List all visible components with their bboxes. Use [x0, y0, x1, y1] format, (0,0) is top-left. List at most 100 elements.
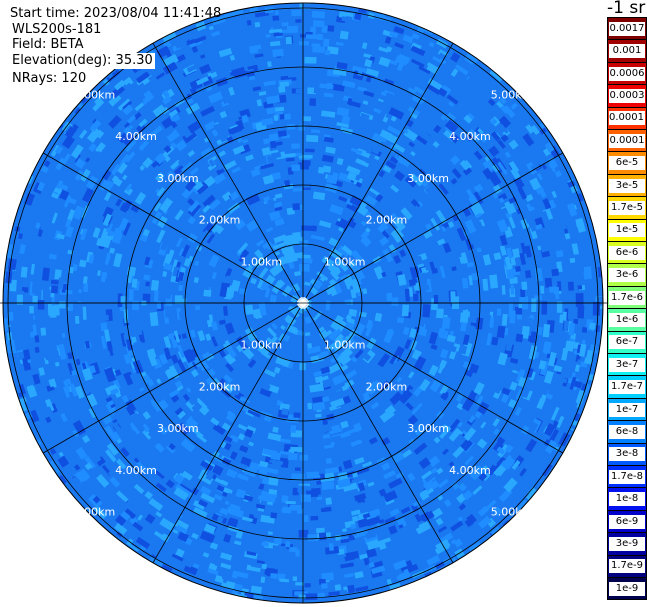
field-cell	[177, 271, 185, 282]
field-cell	[546, 353, 551, 359]
field-cell	[143, 90, 152, 99]
field-cell	[465, 324, 475, 335]
field-cell	[381, 436, 391, 446]
field-cell	[436, 467, 444, 475]
field-cell	[384, 269, 393, 281]
field-cell	[388, 107, 405, 120]
field-cell	[181, 244, 191, 258]
field-cell	[227, 331, 237, 340]
field-cell	[175, 519, 190, 531]
field-cell	[468, 363, 480, 374]
field-cell	[47, 365, 56, 376]
field-cell	[386, 372, 399, 385]
field-cell	[491, 164, 500, 173]
field-cell	[268, 210, 282, 222]
field-cell	[331, 389, 344, 399]
field-cell	[178, 386, 188, 396]
field-cell	[364, 149, 377, 161]
field-cell	[46, 147, 52, 153]
field-cell	[226, 235, 240, 249]
field-cell	[291, 473, 306, 482]
field-cell	[164, 78, 175, 87]
field-cell	[421, 180, 429, 188]
colorbar-label: 0.0001	[609, 133, 645, 148]
field-cell	[451, 168, 462, 179]
field-cell	[32, 295, 38, 303]
field-cell	[103, 314, 109, 321]
field-cell	[351, 356, 358, 363]
field-cell	[451, 481, 460, 491]
field-cell	[295, 19, 302, 23]
field-cell	[419, 378, 431, 392]
field-cell	[341, 244, 354, 257]
field-cell	[342, 482, 358, 492]
field-cell	[361, 42, 368, 50]
field-cell	[190, 426, 204, 439]
field-cell	[446, 94, 459, 105]
field-cell	[491, 156, 500, 165]
field-cell	[358, 412, 374, 425]
field-cell	[88, 142, 97, 152]
field-cell	[74, 315, 80, 324]
colorbar-label: 1e-6	[609, 312, 645, 327]
field-cell	[537, 351, 545, 361]
range-ring-label: 3.00km	[407, 172, 449, 185]
field-cell	[464, 219, 477, 234]
field-cell	[173, 487, 189, 501]
field-cell	[120, 153, 130, 164]
field-cell	[458, 302, 464, 313]
field-cell	[133, 457, 140, 464]
field-cell	[524, 484, 535, 496]
colorbar-label: 0.00017	[609, 111, 645, 126]
field-cell	[109, 431, 121, 443]
field-cell	[131, 336, 137, 344]
field-cell	[411, 402, 423, 415]
field-cell	[72, 262, 79, 272]
field-cell	[499, 245, 507, 256]
field-cell	[325, 497, 333, 505]
field-cell	[567, 180, 576, 188]
field-cell	[84, 340, 91, 349]
field-cell	[354, 456, 365, 465]
field-cell	[539, 239, 550, 253]
field-cell	[501, 285, 506, 295]
field-cell	[449, 132, 460, 144]
field-cell	[150, 279, 160, 292]
field-cell	[318, 326, 325, 333]
field-cell	[285, 36, 292, 45]
field-cell	[232, 24, 244, 32]
field-cell	[307, 402, 313, 410]
field-cell	[54, 269, 62, 280]
field-cell	[336, 61, 348, 70]
field-cell	[568, 423, 577, 430]
field-cell	[574, 364, 581, 372]
field-cell	[450, 548, 458, 557]
field-cell	[280, 324, 286, 331]
field-cell	[351, 478, 359, 485]
field-cell	[95, 141, 106, 154]
field-cell	[549, 286, 557, 293]
field-cell	[71, 475, 82, 486]
field-cell	[58, 451, 64, 458]
field-cell	[282, 152, 296, 158]
field-cell	[129, 126, 137, 134]
field-cell	[153, 202, 162, 212]
field-cell	[176, 358, 187, 373]
field-cell	[498, 197, 505, 204]
field-cell	[329, 204, 344, 216]
field-cell	[113, 79, 126, 91]
field-cell	[409, 533, 425, 546]
field-cell	[120, 510, 131, 521]
field-cell	[323, 92, 334, 98]
field-cell	[102, 78, 110, 86]
field-cell	[555, 222, 562, 228]
field-cell	[421, 132, 435, 144]
field-cell	[341, 115, 351, 125]
field-cell	[26, 386, 38, 398]
field-cell	[530, 124, 540, 135]
field-cell	[500, 274, 507, 281]
field-cell	[191, 541, 202, 549]
field-cell	[403, 568, 410, 575]
field-cell	[193, 276, 200, 284]
field-cell	[575, 389, 586, 405]
